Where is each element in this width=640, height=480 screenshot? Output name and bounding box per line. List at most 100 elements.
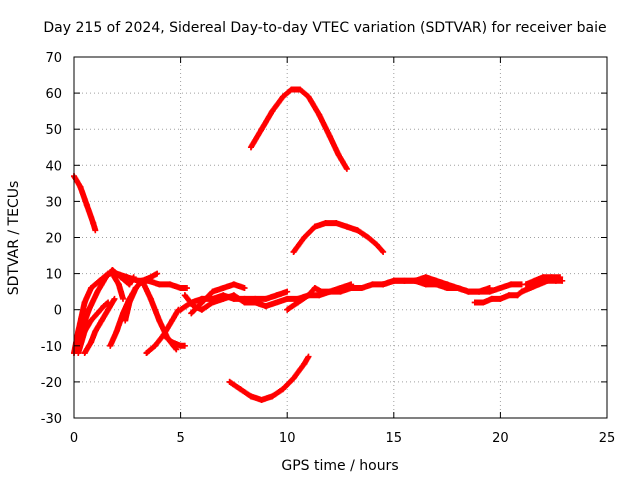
data-point	[343, 223, 350, 230]
data-point	[279, 386, 286, 393]
data-point	[284, 295, 291, 302]
x-tick-label: 0	[70, 431, 78, 446]
data-point	[311, 285, 318, 292]
data-series-arc-h	[81, 295, 118, 357]
grid	[74, 57, 607, 418]
data-point	[111, 295, 118, 302]
data-point	[247, 144, 254, 151]
data-point	[90, 220, 97, 227]
data-point	[380, 281, 387, 288]
data-point	[156, 317, 163, 324]
data-point	[177, 306, 184, 313]
data-point	[322, 220, 329, 227]
data-point	[252, 299, 259, 306]
data-point	[390, 277, 397, 284]
data-point	[126, 299, 133, 306]
data-point	[107, 342, 114, 349]
data-point	[486, 285, 493, 292]
data-point	[471, 299, 478, 306]
data-point	[226, 378, 233, 385]
data-point	[209, 299, 216, 306]
data-point	[92, 227, 99, 234]
data-point	[301, 360, 308, 367]
y-tick-label: 50	[45, 123, 62, 138]
data-point	[98, 317, 105, 324]
data-point	[444, 281, 451, 288]
data-point	[318, 288, 325, 295]
data-point	[354, 227, 361, 234]
data-point	[343, 165, 350, 172]
data-point	[294, 299, 301, 306]
data-point	[401, 277, 408, 284]
data-point	[152, 342, 159, 349]
data-point	[111, 274, 118, 281]
y-tick-label: 10	[45, 268, 62, 283]
data-point	[88, 339, 95, 346]
data-point	[557, 274, 564, 281]
data-point	[130, 274, 137, 281]
data-point	[88, 317, 95, 324]
data-point	[258, 126, 265, 133]
data-point	[102, 274, 109, 281]
data-point	[126, 281, 133, 288]
data-series-arc-r	[284, 281, 355, 313]
data-point	[120, 295, 127, 302]
data-point	[139, 277, 146, 284]
axis-ticks: -30 -20 -10 0 10 20 30 40 50 60 70 0 5 10 15 20 25	[41, 51, 616, 446]
data-point	[109, 266, 116, 273]
data-point	[100, 303, 107, 310]
data-point	[311, 223, 318, 230]
y-tick-label: -10	[41, 340, 62, 355]
data-point	[369, 281, 376, 288]
data-point	[301, 234, 308, 241]
data-point	[454, 285, 461, 292]
data-point	[160, 331, 167, 338]
data-point	[94, 310, 101, 317]
data-point	[81, 350, 88, 357]
data-point	[514, 292, 521, 299]
data-point	[531, 277, 538, 284]
data-point	[326, 288, 333, 295]
x-tick-label: 15	[386, 431, 403, 446]
data-point	[305, 292, 312, 299]
x-tick-label: 20	[492, 431, 509, 446]
data-point	[241, 285, 248, 292]
data-point	[209, 288, 216, 295]
x-tick-label: 5	[176, 431, 184, 446]
data-point	[305, 353, 312, 360]
data-series-arc-b	[290, 220, 387, 255]
data-point	[124, 274, 131, 281]
data-point	[169, 339, 176, 346]
data-point	[166, 281, 173, 288]
y-tick-label: 30	[45, 195, 62, 210]
data-point	[365, 234, 372, 241]
data-point	[412, 277, 419, 284]
data-point	[488, 295, 495, 302]
data-point	[132, 285, 139, 292]
data-point	[237, 386, 244, 393]
data-point	[183, 285, 190, 292]
data-point	[380, 248, 387, 255]
data-point	[527, 285, 534, 292]
data-point	[94, 288, 101, 295]
data-point	[284, 306, 291, 313]
y-tick-label: 60	[45, 87, 62, 102]
data-series-arc-w	[522, 274, 564, 288]
data-point	[156, 281, 163, 288]
data-point	[337, 285, 344, 292]
data-point	[348, 281, 355, 288]
data-point	[548, 274, 555, 281]
data-point	[262, 303, 269, 310]
data-point	[540, 274, 547, 281]
data-point	[559, 277, 566, 284]
data-point	[147, 295, 154, 302]
data-point	[497, 295, 504, 302]
data-point	[88, 285, 95, 292]
data-point	[316, 111, 323, 118]
data-point	[288, 86, 295, 93]
data-point	[296, 86, 303, 93]
data-point	[333, 220, 340, 227]
data-point	[258, 396, 265, 403]
x-axis-label: GPS time / hours	[281, 458, 398, 474]
data-point	[115, 281, 122, 288]
